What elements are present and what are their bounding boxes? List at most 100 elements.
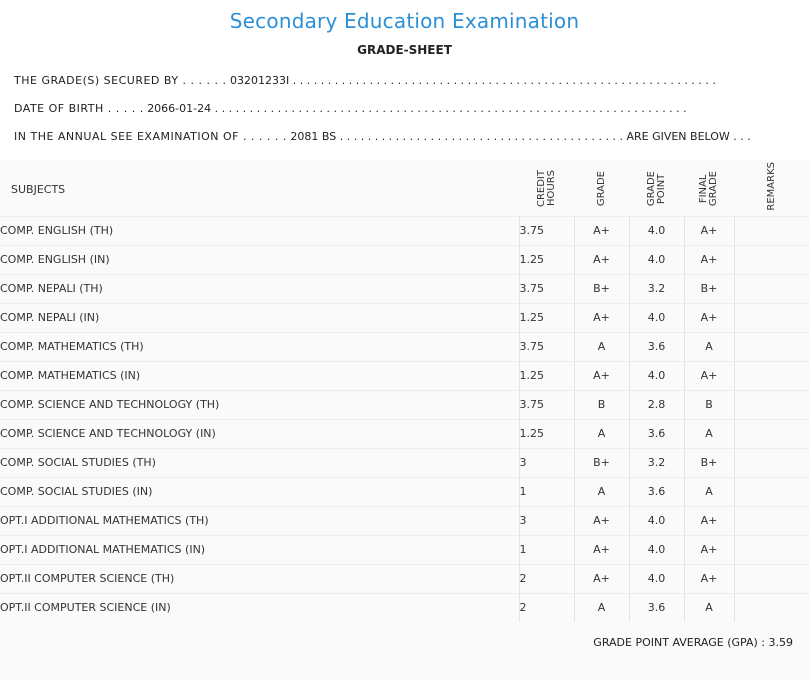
- final-grade-cell: A+: [683, 564, 734, 594]
- grade-cell: B: [573, 390, 629, 420]
- remarks-cell: [733, 506, 809, 536]
- grade-point-cell: 2.8: [628, 390, 684, 420]
- final-grade-cell: A+: [683, 506, 734, 536]
- grade-point-cell: 4.0: [628, 564, 684, 594]
- subject-cell: OPT.II COMPUTER SCIENCE (IN): [0, 601, 171, 615]
- dob-dots: . . . . . . . . . . . . . . . . . . . . …: [214, 102, 687, 115]
- grades-table-body: COMP. ENGLISH (TH) 3.75 A+ 4.0 A+ COMP. ENGLI…: [0, 216, 809, 623]
- remarks-cell: [733, 332, 809, 362]
- credit-hours-cell: 3.75: [518, 332, 574, 362]
- subject-cell: COMP. NEPALI (IN): [0, 303, 519, 333]
- final-grade-cell: A+: [683, 535, 734, 565]
- final-grade-cell: A+: [683, 245, 734, 275]
- credit-hours-cell: 2: [518, 564, 574, 594]
- secured-by-line: THE GRADE(S) SECURED BY . . . . . . 0320…: [14, 74, 716, 88]
- table-row: COMP. MATHEMATICS (TH) 3.75 A 3.6 A: [0, 332, 809, 362]
- grade-point-cell: 4.0: [628, 216, 684, 246]
- credit-hours-cell: 3.75: [518, 216, 574, 246]
- credit-hours-cell: 1.25: [518, 245, 574, 275]
- table-row: COMP. SCIENCE AND TECHNOLOGY (TH) 3.75 B 2.…: [0, 390, 809, 420]
- remarks-cell: [733, 245, 809, 275]
- symbol-number: 03201233I: [230, 74, 290, 87]
- grade-cell: A+: [573, 361, 629, 391]
- grade-cell: B+: [573, 448, 629, 478]
- subject-cell: COMP. SCIENCE AND TECHNOLOGY (TH): [0, 390, 519, 420]
- grades-table: SUBJECTS CREDIT HOURS GRADE GRADE POINT …: [0, 162, 809, 623]
- header-subjects: SUBJECTS: [0, 164, 519, 217]
- subject-cell: COMP. SOCIAL STUDIES (TH): [0, 448, 519, 478]
- header-grade-point-label: GRADE POINT: [645, 170, 667, 206]
- credit-hours-cell: 1.25: [518, 419, 574, 449]
- exam-line: IN THE ANNUAL SEE EXAMINATION OF . . . .…: [14, 130, 751, 144]
- final-grade-cell: A: [683, 332, 734, 362]
- grade-cell: A+: [573, 216, 629, 246]
- remarks-cell: [733, 477, 809, 507]
- table-row: OPT.II COMPUTER SCIENCE (IN) 2 A 3.6 A: [0, 593, 809, 623]
- grade-point-cell: 3.6: [628, 332, 684, 362]
- subject-cell: OPT.I ADDITIONAL MATHEMATICS (IN): [0, 535, 519, 565]
- final-grade-cell: A: [683, 419, 734, 449]
- gpa-summary: GRADE POINT AVERAGE (GPA) : 3.59: [593, 636, 793, 650]
- table-row: COMP. ENGLISH (IN) 1.25 A+ 4.0 A+: [0, 245, 809, 275]
- grade-point-cell: 4.0: [628, 506, 684, 536]
- sheet-subtitle: GRADE-SHEET: [357, 43, 452, 57]
- grade-cell: A: [573, 332, 629, 362]
- table-row: COMP. SOCIAL STUDIES (TH) 3 B+ 3.2 B+: [0, 448, 809, 478]
- header-credit-hours-label: CREDIT HOURS: [535, 169, 557, 207]
- sheet-header: Secondary Education Examination GRADE-SH…: [0, 0, 809, 160]
- header-credit-hours: CREDIT HOURS: [519, 164, 574, 217]
- grade-point-cell: 4.0: [628, 245, 684, 275]
- remarks-cell: [733, 390, 809, 420]
- grade-cell: A: [573, 419, 629, 449]
- exam-dots: . . . . . . . . . . . . . . . . . . . . …: [339, 130, 751, 143]
- gpa-value: 3.59: [768, 636, 794, 649]
- subject-cell: COMP. ENGLISH (IN): [0, 245, 519, 275]
- grade-cell: B+: [573, 274, 629, 304]
- table-row: OPT.I ADDITIONAL MATHEMATICS (IN) 1 A+ 4.0 A…: [0, 535, 809, 565]
- grade-cell: A+: [573, 303, 629, 333]
- remarks-cell: [733, 216, 809, 246]
- table-row: COMP. SCIENCE AND TECHNOLOGY (IN) 1.25 A 3.…: [0, 419, 809, 449]
- grade-cell: A+: [573, 535, 629, 565]
- table-row: COMP. SOCIAL STUDIES (IN) 1 A 3.6 A: [0, 477, 809, 507]
- remarks-cell: [733, 361, 809, 391]
- credit-hours-cell: 1: [518, 535, 574, 565]
- subject-cell: COMP. ENGLISH (TH): [0, 216, 519, 246]
- remarks-cell: [733, 593, 809, 623]
- remarks-cell: [733, 448, 809, 478]
- header-final-grade: FINAL GRADE: [684, 164, 734, 217]
- grade-point-cell: 4.0: [628, 361, 684, 391]
- grade-cell: A: [573, 477, 629, 507]
- gpa-label: GRADE POINT AVERAGE (GPA) :: [593, 636, 765, 649]
- table-row: COMP. ENGLISH (TH) 3.75 A+ 4.0 A+: [0, 216, 809, 246]
- page-title: Secondary Education Examination: [229, 9, 580, 33]
- credit-hours-cell: 3.75: [518, 274, 574, 304]
- grade-cell: A+: [573, 564, 629, 594]
- header-remarks: REMARKS: [734, 162, 809, 217]
- remarks-cell: [733, 303, 809, 333]
- dob-line: DATE OF BIRTH . . . . . 2066-01-24 . . .…: [14, 102, 687, 116]
- exam-year: 2081 BS: [290, 130, 337, 143]
- final-grade-cell: A+: [683, 361, 734, 391]
- header-final-grade-label: FINAL GRADE: [698, 170, 719, 206]
- subject-cell: COMP. NEPALI (TH): [0, 274, 519, 304]
- table-row: OPT.I ADDITIONAL MATHEMATICS (TH) 3 A+ 4.0 A…: [0, 506, 809, 536]
- header-grade: GRADE: [574, 164, 629, 217]
- dob-value: 2066-01-24: [147, 102, 212, 115]
- credit-hours-cell: 3.75: [518, 390, 574, 420]
- subject-cell: COMP. MATHEMATICS (TH): [0, 332, 519, 362]
- final-grade-cell: B: [683, 390, 734, 420]
- secured-by-dots: . . . . . . . . . . . . . . . . . . . . …: [292, 74, 716, 87]
- remarks-cell: [733, 564, 809, 594]
- final-grade-cell: A: [683, 477, 734, 507]
- subject-cell: COMP. SCIENCE AND TECHNOLOGY (IN): [0, 419, 519, 449]
- final-grade-cell: B+: [683, 274, 734, 304]
- grade-point-cell: 4.0: [628, 535, 684, 565]
- subject-cell: COMP. MATHEMATICS (IN): [0, 361, 519, 391]
- credit-hours-cell: 1.25: [518, 361, 574, 391]
- table-header-row: SUBJECTS CREDIT HOURS GRADE GRADE POINT …: [0, 162, 809, 217]
- table-row: OPT.II COMPUTER SCIENCE (TH) 2 A+ 4.0 A+: [0, 564, 809, 594]
- final-grade-cell: B+: [683, 448, 734, 478]
- exam-label: IN THE ANNUAL SEE EXAMINATION OF . . . .…: [14, 130, 287, 143]
